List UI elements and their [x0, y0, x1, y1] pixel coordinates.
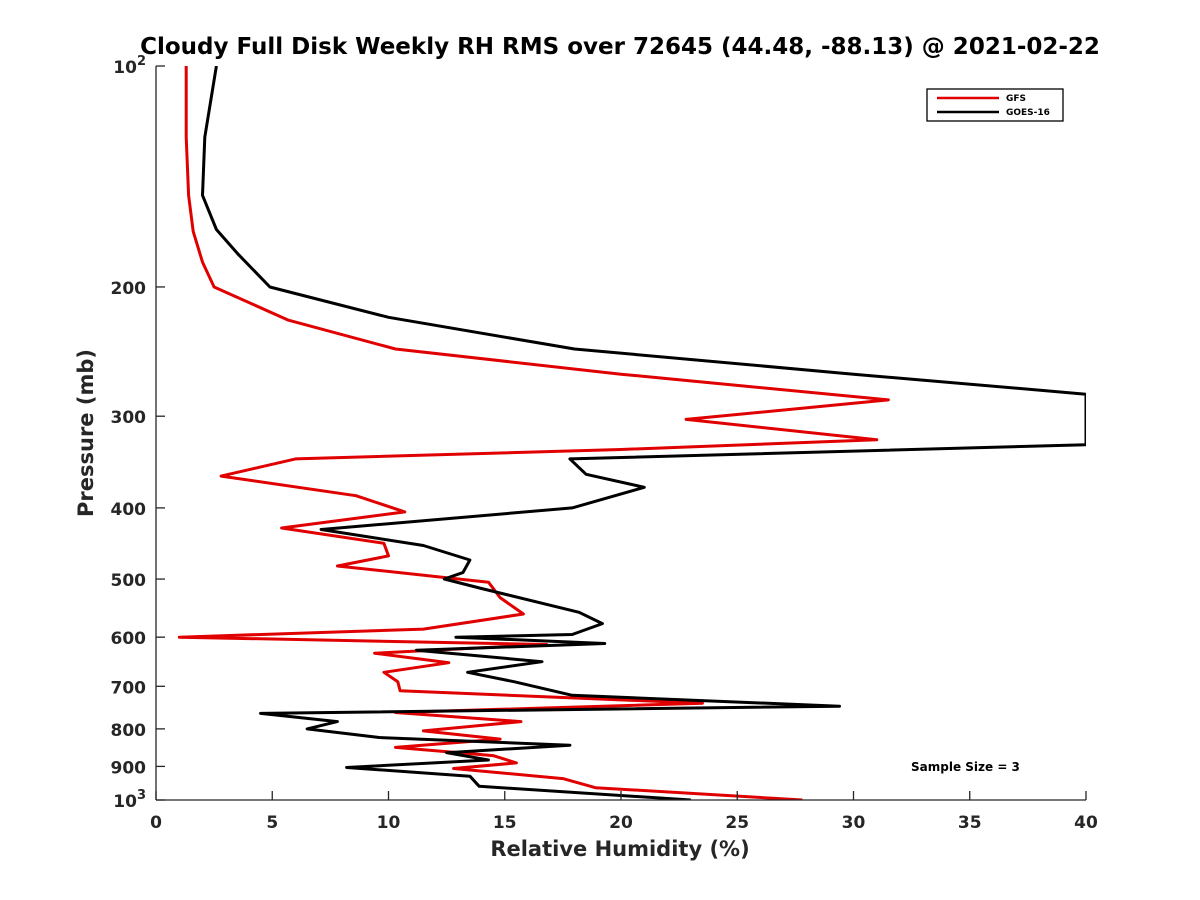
x-tick-label: 10 [377, 813, 401, 833]
y-tick-label: 500 [111, 571, 147, 591]
axes-layer: 0 5 10 15 20 25 30 35 40 102 200 300 400 500 600 700 800… [111, 54, 1098, 833]
x-axis-label: Relative Humidity (%) [490, 837, 749, 861]
x-tick-label: 15 [493, 813, 517, 833]
y-tick-label: 300 [111, 408, 147, 428]
y-tick-label: 700 [111, 678, 147, 698]
y-tick-label: 800 [111, 721, 147, 741]
series-line-goes-16 [201, 66, 1086, 800]
x-tick-label: 40 [1074, 813, 1098, 833]
legend-box [926, 88, 1064, 122]
sample-size-annotation: Sample Size = 3 [911, 760, 1020, 774]
y-tick-label: 600 [111, 629, 147, 649]
series-line-gfs [177, 66, 890, 800]
y-tick-label: 400 [111, 500, 147, 520]
x-tick-label: 25 [725, 813, 749, 833]
x-tick-label: 20 [609, 813, 633, 833]
legend: GFS GOES-16 [926, 88, 1064, 122]
y-tick-label: 900 [111, 758, 147, 778]
y-tick-label: 102 [113, 54, 146, 78]
x-tick-label: 0 [150, 813, 162, 833]
x-tick-label: 35 [958, 813, 982, 833]
x-tick-label: 5 [266, 813, 278, 833]
y-tick-label: 103 [113, 788, 146, 812]
y-tick-label: 200 [111, 279, 147, 299]
legend-label: GFS [1006, 94, 1026, 104]
x-tick-label: 30 [842, 813, 866, 833]
chart-title: Cloudy Full Disk Weekly RH RMS over 7264… [140, 34, 1100, 60]
series-layer [177, 66, 1086, 800]
legend-label: GOES-16 [1006, 108, 1050, 118]
y-axis-label: Pressure (mb) [74, 349, 98, 517]
